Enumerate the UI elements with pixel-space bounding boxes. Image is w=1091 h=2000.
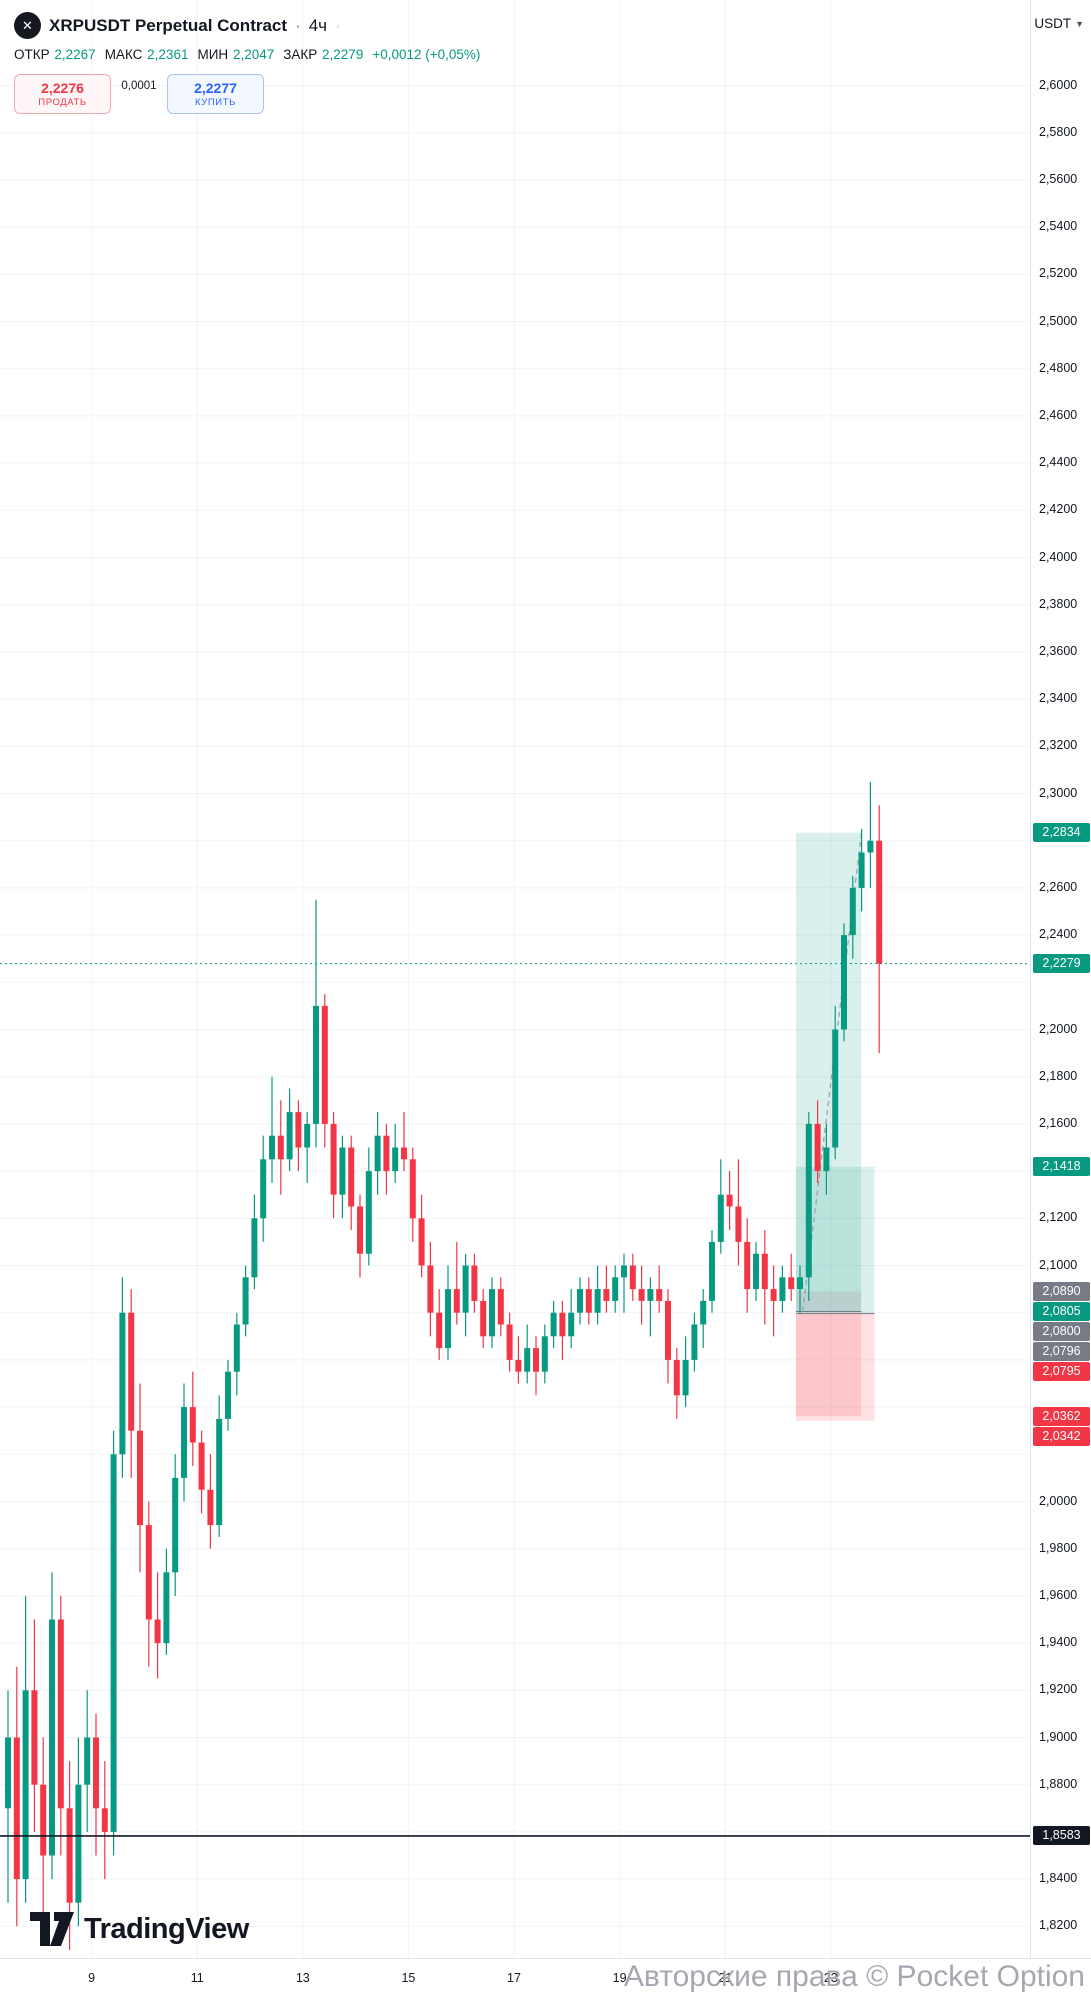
currency-label: USDT xyxy=(1034,16,1072,31)
chevron-down-icon: ▼ xyxy=(1075,18,1084,29)
price-tick-label: 2,0000 xyxy=(1039,1493,1078,1508)
open-label: ОТКР xyxy=(14,47,50,62)
sell-button[interactable]: 2,2276 ПРОДАТЬ xyxy=(14,74,111,114)
price-label-chip: 2,2279 xyxy=(1033,954,1090,974)
open-value: 2,2267 xyxy=(54,47,96,62)
price-tick-label: 2,2600 xyxy=(1039,879,1078,894)
price-label-chip: 2,0805 xyxy=(1033,1302,1090,1322)
price-label-chip: 2,1418 xyxy=(1033,1157,1090,1177)
chart-canvas[interactable] xyxy=(0,0,1030,1958)
price-label-chip: 2,0342 xyxy=(1033,1426,1090,1446)
price-tick-label: 1,9200 xyxy=(1039,1682,1078,1697)
price-tick-label: 2,1000 xyxy=(1039,1257,1078,1272)
ohlc-high: МАКС 2,2361 xyxy=(105,47,189,62)
price-tick-label: 2,3400 xyxy=(1039,691,1078,706)
price-label-chip: 2,0362 xyxy=(1033,1406,1090,1426)
time-axis[interactable]: 9 11 13 15 17 19 21 23 xyxy=(0,1958,1091,2000)
price-label-chip: 1,8583 xyxy=(1033,1826,1090,1846)
symbol-title-row: ✕ XRPUSDT Perpetual Contract · 4ч · xyxy=(14,12,480,39)
sell-price: 2,2276 xyxy=(41,80,84,96)
price-tick-label: 2,1800 xyxy=(1039,1068,1078,1083)
price-label-chip: 2,0800 xyxy=(1033,1322,1090,1342)
time-tick-label: 21 xyxy=(718,1971,733,1985)
ohlc-open: ОТКР 2,2267 xyxy=(14,47,96,62)
price-axis[interactable]: 2,6000 2,5800 2,5600 2,5400 2,5200 2,5000 2,48… xyxy=(1030,0,1091,1958)
price-tick-label: 2,5200 xyxy=(1039,266,1078,281)
price-tick-label: 2,3600 xyxy=(1039,643,1078,658)
currency-selector[interactable]: USDT ▼ xyxy=(1034,16,1084,31)
price-change: +0,0012 (+0,05%) xyxy=(372,47,481,62)
price-tick-label: 1,9800 xyxy=(1039,1540,1078,1555)
sell-button-label: ПРОДАТЬ xyxy=(38,97,87,108)
price-tick-label: 1,8200 xyxy=(1039,1918,1078,1933)
copyright-watermark: Авторские права © Pocket Option xyxy=(623,1960,1085,1993)
price-tick-label: 2,5400 xyxy=(1039,219,1078,234)
price-tick-label: 2,4400 xyxy=(1039,455,1078,470)
time-tick-label: 17 xyxy=(507,1971,521,1985)
price-tick-label: 2,1600 xyxy=(1039,1115,1078,1130)
price-tick-label: 2,5600 xyxy=(1039,171,1078,186)
tradingview-branding[interactable]: TradingView xyxy=(30,1912,249,1946)
symbol-name[interactable]: XRPUSDT Perpetual Contract xyxy=(49,15,288,35)
ohlc-row: ОТКР 2,2267 МАКС 2,2361 МИН 2,2047 ЗАКР … xyxy=(14,47,480,62)
price-tick-label: 2,2400 xyxy=(1039,927,1078,942)
price-tick-label: 2,3200 xyxy=(1039,738,1078,753)
buy-button-label: КУПИТЬ xyxy=(195,97,236,108)
price-tick-label: 2,4800 xyxy=(1039,360,1078,375)
chart-header: ✕ XRPUSDT Perpetual Contract · 4ч · ОТКР… xyxy=(14,12,480,114)
symbol-logo-icon[interactable]: ✕ xyxy=(14,12,41,39)
high-value: 2,2361 xyxy=(147,47,189,62)
tradingview-logo-icon xyxy=(30,1912,74,1946)
buy-price: 2,2277 xyxy=(194,80,237,96)
price-tick-label: 2,5800 xyxy=(1039,124,1078,139)
high-label: МАКС xyxy=(104,47,143,62)
title-separator-2: · xyxy=(335,15,341,35)
time-tick-label: 9 xyxy=(88,1971,96,1985)
tradingview-wordmark: TradingView xyxy=(84,1912,249,1945)
price-tick-label: 2,4600 xyxy=(1039,407,1078,422)
price-tick-label: 2,6000 xyxy=(1039,77,1078,92)
buy-button[interactable]: 2,2277 КУПИТЬ xyxy=(167,74,264,114)
time-tick-label: 15 xyxy=(401,1971,416,1985)
time-tick-label: 19 xyxy=(612,1971,627,1985)
trade-buttons-row: 2,2276 ПРОДАТЬ 0,0001 2,2277 КУПИТЬ xyxy=(14,74,480,114)
price-tick-label: 2,4000 xyxy=(1039,549,1078,564)
time-tick-label: 13 xyxy=(295,1971,310,1985)
close-label: ЗАКР xyxy=(283,47,318,62)
price-tick-label: 2,1200 xyxy=(1039,1210,1078,1225)
time-tick-label: 23 xyxy=(823,1971,838,1985)
price-tick-label: 2,2000 xyxy=(1039,1021,1078,1036)
price-tick-label: 2,4200 xyxy=(1039,502,1078,517)
price-label-chip: 2,0890 xyxy=(1033,1281,1090,1301)
ohlc-low: МИН 2,2047 xyxy=(197,47,274,62)
ohlc-close: ЗАКР 2,2279 xyxy=(283,47,363,62)
interval-label[interactable]: 4ч xyxy=(308,15,328,35)
price-tick-label: 1,9400 xyxy=(1039,1635,1078,1650)
price-tick-label: 1,8800 xyxy=(1039,1776,1078,1791)
price-label-chip: 2,2834 xyxy=(1033,823,1090,843)
close-value: 2,2279 xyxy=(322,47,364,62)
price-tick-label: 2,5000 xyxy=(1039,313,1078,328)
price-tick-label: 2,3800 xyxy=(1039,596,1078,611)
low-value: 2,2047 xyxy=(232,47,275,62)
title-separator: · xyxy=(295,15,301,35)
spread-value: 0,0001 xyxy=(121,80,157,92)
price-tick-label: 1,9000 xyxy=(1039,1729,1078,1744)
price-label-chip: 2,0795 xyxy=(1033,1362,1090,1382)
price-label-chip: 2,0796 xyxy=(1033,1342,1090,1362)
price-tick-label: 1,8400 xyxy=(1039,1871,1078,1886)
price-tick-label: 1,9600 xyxy=(1039,1587,1078,1602)
time-tick-label: 11 xyxy=(190,1971,204,1985)
low-label: МИН xyxy=(197,47,229,62)
price-tick-label: 2,3000 xyxy=(1039,785,1078,800)
